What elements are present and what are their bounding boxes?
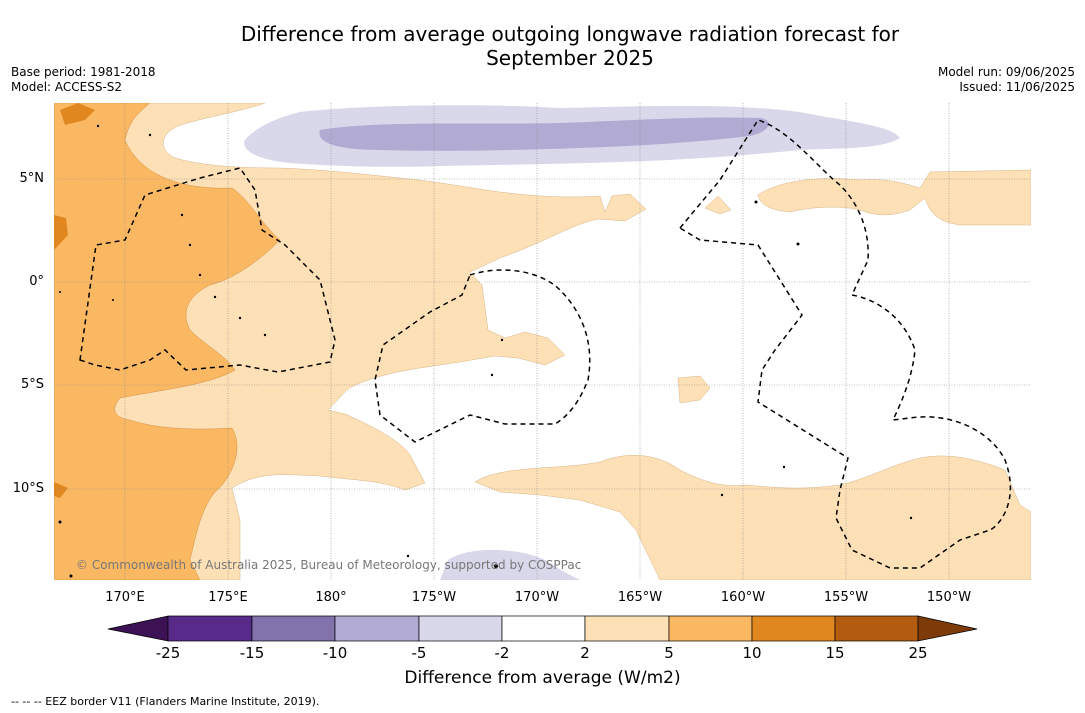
colorbar-tick: -2 [494,644,510,662]
positive-anomaly-light-area [474,455,1031,580]
positive-anomaly-medium-area [54,103,281,580]
lat-label: 10°S [12,481,44,496]
colorbar-bin [334,615,420,642]
lon-label: 170°W [514,590,560,605]
colorbar-bin [584,615,670,642]
model-name: Model: ACCESS-S2 [11,80,123,94]
colorbar-high-extension [917,615,978,642]
islands [58,124,913,578]
lat-label: 0° [29,274,44,289]
colorbar-bin [418,615,503,642]
colorbar-tick: 2 [580,644,590,662]
meta-right: Model run: 09/06/2025 Issued: 11/06/2025 [938,65,1075,95]
colorbar-tick: -15 [239,644,265,662]
title-line-2: September 2025 [486,46,654,70]
copyright-credit: © Commonwealth of Australia 2025, Bureau… [76,558,582,572]
positive-anomaly-light-area [757,169,1031,226]
colorbar-bin [834,615,919,642]
colorbar-tick: -10 [322,644,348,662]
lat-label: 5°S [20,377,44,392]
map-title: Difference from average outgoing longwav… [160,22,980,70]
colorbar-tick: 10 [742,644,762,662]
positive-anomaly-strong-area [54,482,68,498]
lon-label: 160°W [720,590,766,605]
negative-anomaly-medium-area [319,117,769,151]
lon-label: 165°W [617,590,663,605]
model-run: Model run: 09/06/2025 [937,65,1075,79]
colorbar-tick: -25 [155,644,181,662]
lon-label: 170°E [105,590,145,605]
colorbar-title: Difference from average (W/m2) [404,668,681,688]
eez-borders [79,119,1012,569]
colorbar-bin [501,615,586,642]
colorbar-bin [751,615,836,642]
colorbar-tick: 5 [664,644,674,662]
colorbar-bin [251,615,336,642]
lat-label: 5°N [19,171,45,186]
meta-left: Base period: 1981-2018 Model: ACCESS-S2 [11,65,156,95]
colorbar-tick: 25 [908,644,928,662]
colorbar-bin [167,615,253,642]
lon-label: 150°W [926,590,972,605]
map-fields [54,103,1031,580]
base-period: Base period: 1981-2018 [11,65,156,79]
positive-anomaly-light-area [704,195,732,215]
negative-anomaly-light-area [440,549,580,580]
colorbar-bin [668,615,753,642]
colorbar-low-extension [107,615,169,642]
lon-label: 155°W [823,590,869,605]
lon-label: 175°W [411,590,457,605]
positive-anomaly-strong-area [60,103,95,125]
eez-legend-note: -- -- -- EEZ border V11 (Flanders Marine… [11,695,320,708]
title-line-1: Difference from average outgoing longwav… [240,22,900,46]
lon-label: 180° [315,590,347,605]
colorbar-tick: -5 [411,644,427,662]
positive-anomaly-strong-area [54,215,68,250]
lon-label: 175°E [208,590,248,605]
positive-anomaly-light-area [677,375,711,404]
graticule [54,103,1031,580]
issued-date: Issued: 11/06/2025 [959,80,1075,94]
colorbar-tick: 15 [825,644,845,662]
